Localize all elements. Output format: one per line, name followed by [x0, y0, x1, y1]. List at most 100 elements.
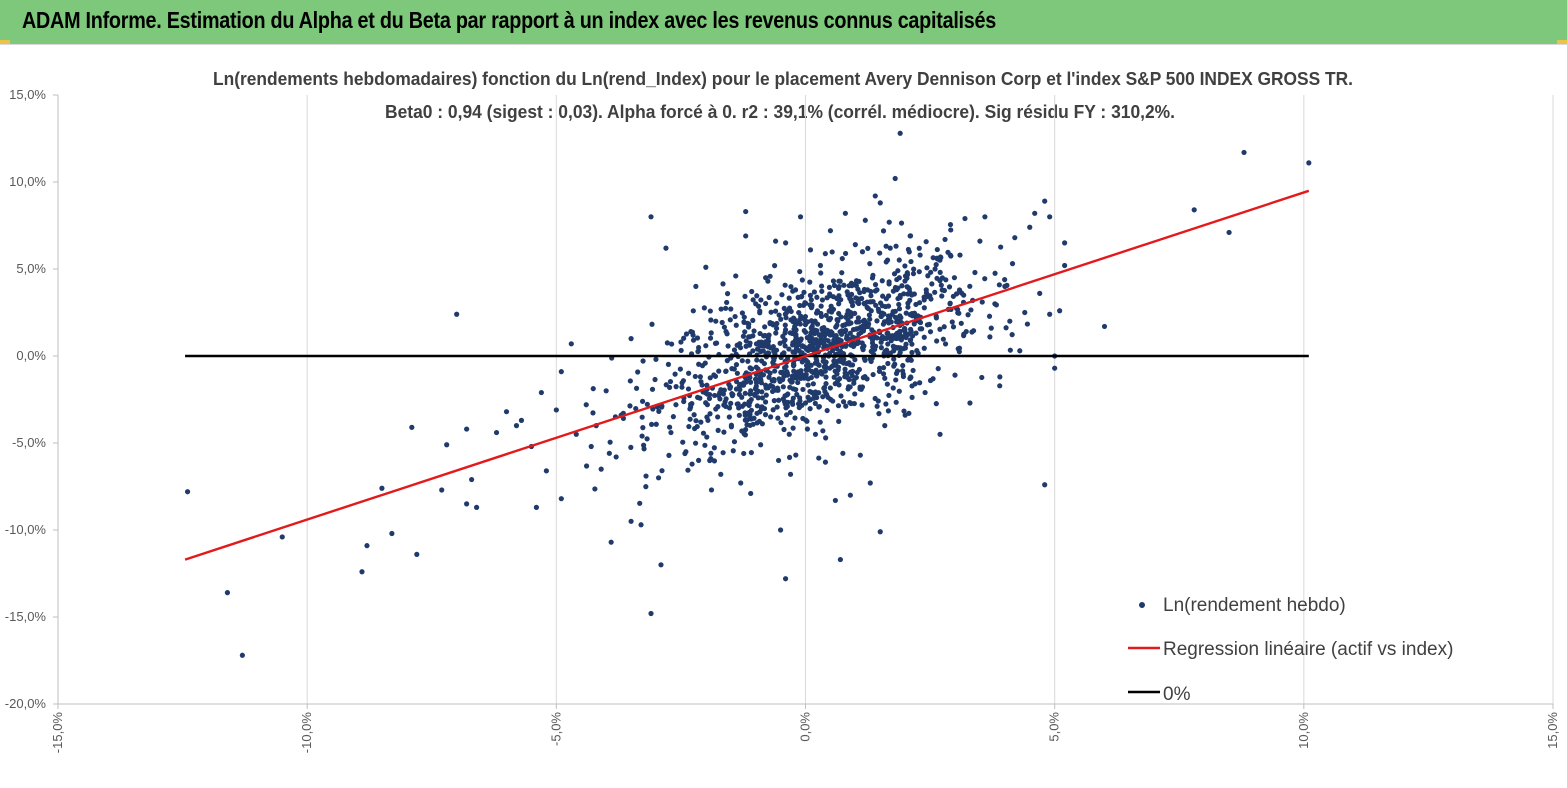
scatter-point	[915, 350, 921, 356]
scatter-point	[893, 399, 899, 405]
scatter-point	[1062, 240, 1068, 246]
scatter-point	[827, 228, 834, 234]
scatter-point	[184, 489, 191, 495]
scatter-point	[848, 280, 855, 286]
scatter-point	[786, 295, 792, 301]
scatter-point	[872, 193, 878, 199]
scatter-point	[793, 331, 799, 338]
scatter-point	[743, 208, 749, 215]
scatter-point	[742, 432, 748, 438]
scatter-point	[701, 305, 707, 311]
scatter-point	[637, 500, 643, 506]
scatter-point	[628, 518, 634, 524]
scatter-point	[1017, 348, 1023, 354]
scatter-point	[758, 339, 764, 345]
scatter-point	[725, 343, 731, 349]
scatter-point	[1007, 318, 1013, 324]
scatter-point	[822, 251, 828, 257]
scatter-point	[867, 480, 873, 486]
scatter-point	[923, 290, 930, 296]
scatter-point	[907, 326, 914, 332]
scatter-point	[747, 399, 753, 405]
scatter-point	[996, 282, 1002, 288]
scatter-point	[949, 319, 955, 325]
scatter-point	[877, 250, 883, 256]
scatter-point	[693, 283, 699, 289]
scatter-point	[946, 284, 953, 290]
scatter-point	[762, 332, 768, 339]
scatter-point	[822, 368, 828, 374]
y-tick-label: -5,0%	[12, 435, 46, 450]
chart-area: Ln(rendements hebdomadaires) fonction du…	[0, 44, 1567, 787]
scatter-point	[907, 337, 914, 343]
scatter-point	[952, 372, 958, 378]
scatter-point	[747, 340, 753, 346]
scatter-point	[916, 269, 922, 275]
scatter-point	[926, 321, 932, 327]
legend-label-zero: 0%	[1163, 684, 1191, 705]
scatter-point	[726, 381, 732, 387]
scatter-point	[750, 297, 756, 303]
regression-line	[184, 189, 1310, 561]
scatter-point	[830, 278, 837, 284]
scatter-point	[379, 485, 385, 491]
scatter-point	[414, 551, 420, 557]
scatter-point	[878, 345, 884, 351]
scatter-point	[673, 384, 679, 390]
scatter-point	[762, 324, 768, 330]
scatter-point	[956, 345, 963, 351]
scatter-point	[840, 399, 847, 405]
scatter-point	[739, 382, 745, 388]
scatter-point	[783, 412, 790, 418]
scatter-point	[728, 422, 735, 428]
scatter-point	[747, 379, 754, 385]
scatter-point	[885, 319, 892, 325]
scatter-point	[898, 337, 905, 343]
scatter-point	[733, 273, 739, 279]
scatter-point	[967, 400, 973, 406]
scatter-point	[613, 454, 619, 460]
scatter-point	[827, 315, 834, 321]
scatter-point	[958, 320, 964, 326]
scatter-point	[885, 330, 891, 336]
scatter-point	[666, 452, 672, 459]
scatter-point	[896, 257, 902, 263]
scatter-point	[909, 383, 915, 389]
scatter-point	[745, 324, 752, 330]
scatter-point	[880, 371, 887, 377]
scatter-point	[849, 302, 856, 309]
scatter-point	[553, 407, 559, 413]
scatter-point	[902, 326, 908, 333]
scatter-point	[790, 401, 796, 407]
scatter-point	[891, 335, 897, 341]
scatter-point	[807, 247, 814, 253]
scatter-point	[648, 610, 654, 617]
scatter-point	[639, 433, 645, 439]
scatter-point	[844, 374, 850, 381]
scatter-point	[853, 326, 859, 332]
scatter-point	[902, 345, 908, 351]
scatter-point	[737, 387, 743, 393]
scatter-point	[713, 318, 719, 324]
scatter-point	[606, 450, 612, 456]
scatter-point	[811, 289, 817, 295]
scatter-point	[872, 288, 878, 294]
scatter-point	[788, 284, 794, 290]
scatter-point	[885, 360, 891, 367]
scatter-point	[749, 366, 755, 372]
scatter-point	[856, 339, 862, 345]
scatter-point	[847, 384, 853, 390]
scatter-point	[880, 321, 887, 327]
scatter-point	[439, 487, 445, 493]
legend-label-regression: Regression linéaire (actif vs index)	[1163, 639, 1453, 660]
scatter-point	[947, 221, 954, 228]
scatter-point	[839, 255, 845, 262]
scatter-point	[790, 288, 796, 294]
scatter-point	[997, 383, 1003, 389]
scatter-point	[690, 337, 697, 343]
scatter-point	[808, 325, 814, 331]
scatter-point	[881, 365, 887, 371]
scatter-point	[817, 419, 823, 425]
scatter-point	[727, 317, 733, 323]
chart-title: Ln(rendements hebdomadaires) fonction du…	[213, 69, 1353, 89]
